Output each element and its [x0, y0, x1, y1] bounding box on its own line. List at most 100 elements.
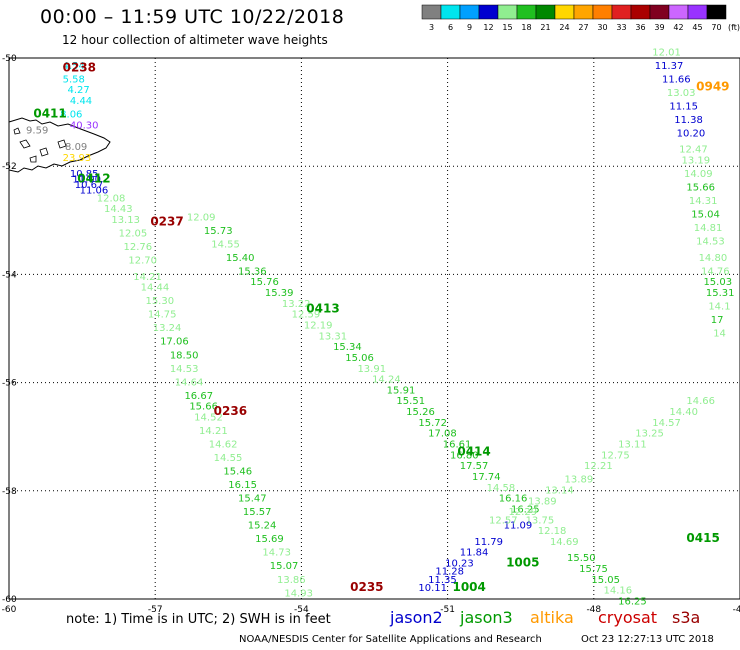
- swh-value: 11.38: [674, 115, 703, 126]
- legend-s3a: s3a: [672, 608, 701, 627]
- swh-value: 8.09: [65, 142, 87, 153]
- colorbar-swatch: [573, 4, 594, 20]
- swh-value: 13.89: [528, 496, 557, 507]
- swh-value: 13.24: [153, 323, 182, 334]
- plot-frame: [8, 57, 740, 600]
- swh-value: 12.76: [124, 242, 153, 253]
- colorbar-swatch: [706, 4, 727, 20]
- chart-title: 00:00 – 11:59 UTC 10/22/2018: [40, 6, 345, 28]
- swh-value: 12.70: [128, 256, 157, 267]
- colorbar-label: 21: [540, 23, 550, 32]
- swh-value: 14.21: [199, 426, 228, 437]
- swh-value: 16.16: [499, 494, 528, 505]
- colorbar-label: 39: [654, 23, 664, 32]
- swh-value: 15.75: [579, 564, 608, 575]
- swh-value: 15.03: [703, 277, 732, 288]
- pass-time: 0237: [150, 215, 183, 229]
- colorbar-label: 42: [673, 23, 683, 32]
- x-tick-label: -48: [586, 605, 601, 615]
- swh-value: 14.62: [209, 440, 238, 451]
- swh-value: 12.29: [509, 507, 538, 518]
- swh-value: 14.73: [262, 548, 291, 559]
- swh-value: 14.53: [696, 237, 725, 248]
- swh-value: 12.09: [187, 212, 216, 223]
- y-tick-label: -52: [2, 162, 17, 172]
- swh-value: 11.15: [669, 101, 698, 112]
- colorbar-swatch: [687, 4, 708, 20]
- swh-value: 14.81: [694, 223, 723, 234]
- swh-value: 14.57: [652, 418, 681, 429]
- swh-value: 14.09: [684, 169, 713, 180]
- swh-value: 14.55: [214, 453, 243, 464]
- swh-value: 4.54: [63, 61, 85, 72]
- colorbar-label: 36: [635, 23, 645, 32]
- y-tick-label: -58: [2, 487, 17, 497]
- swh-value: 15.24: [248, 521, 277, 532]
- swh-value: 14.66: [686, 396, 715, 407]
- colorbar-swatch: [554, 4, 575, 20]
- swh-value: 13.86: [277, 575, 306, 586]
- swh-value: 12.05: [119, 229, 148, 240]
- swh-value: 11.37: [655, 61, 684, 72]
- swh-value: 15.66: [686, 183, 715, 194]
- pass-time: 0414: [457, 445, 490, 459]
- swh-value: 15.72: [418, 418, 447, 429]
- swh-value: 11.00: [72, 174, 101, 185]
- x-tick-label: -54: [294, 605, 309, 615]
- swh-value: 15.91: [387, 385, 416, 396]
- swh-value: 13.91: [357, 364, 386, 375]
- swh-value: 4.27: [67, 85, 89, 96]
- swh-value: 14.40: [669, 407, 698, 418]
- swh-value: 12.59: [292, 310, 321, 321]
- colorbar-unit: (ft): [728, 23, 740, 32]
- swh-value: 10.23: [445, 559, 474, 570]
- x-tick-label: -60: [2, 605, 17, 615]
- colorbar-label: 12: [483, 23, 493, 32]
- chart-subtitle: 12 hour collection of altimeter wave hei…: [62, 33, 328, 47]
- pass-time-labels: 0238 0411 0412 0237 0413 0236 0414 0235 1004 1005…: [33, 61, 729, 594]
- swh-value: 13.25: [635, 429, 664, 440]
- footer-timestamp: Oct 23 12:27:13 UTC 2018: [581, 634, 714, 645]
- colorbar-swatch: [440, 4, 461, 20]
- swh-value: 14.16: [604, 586, 633, 597]
- x-tick-label: -51: [440, 605, 455, 615]
- swh-value: 11.84: [460, 548, 489, 559]
- swh-value: 10.85: [70, 169, 99, 180]
- colorbar-swatch: [497, 4, 518, 20]
- swh-value: 14.21: [133, 272, 162, 283]
- footer-credit: NOAA/NESDIS Center for Satellite Applica…: [239, 634, 542, 645]
- swh-value: 13.22: [282, 299, 311, 310]
- swh-value: 14.55: [211, 239, 240, 250]
- swh-value: 15.40: [226, 253, 255, 264]
- swh-value: 12.47: [679, 145, 708, 156]
- colorbar-label: 6: [448, 23, 453, 32]
- swh-value: 16.25: [618, 596, 647, 607]
- swh-value: 15.07: [270, 561, 299, 572]
- swh-value: 4.44: [70, 96, 92, 107]
- colorbar-label: 15: [502, 23, 512, 32]
- swh-value: 15.46: [223, 467, 252, 478]
- colorbar-swatch: [649, 4, 670, 20]
- colorbar-label: 33: [616, 23, 626, 32]
- colorbar-label: 24: [559, 23, 569, 32]
- pass-time: 0415: [686, 531, 719, 545]
- y-tick-label: -54: [2, 270, 17, 280]
- swh-value: 14.76: [701, 266, 730, 277]
- swh-value: 15.76: [250, 277, 279, 288]
- legend-cryosat: cryosat: [598, 608, 658, 627]
- swh-value: 14.80: [699, 253, 728, 264]
- swh-value: 16.15: [228, 480, 257, 491]
- swh-value: 11.79: [474, 537, 503, 548]
- swh-value: 10.67: [75, 180, 104, 191]
- swh-value: 11.35: [428, 575, 457, 586]
- swh-value: 10.11: [418, 583, 447, 594]
- swh-value: 14.1: [708, 302, 730, 313]
- swh-value: 9.59: [26, 126, 48, 137]
- pass-time: 0412: [77, 171, 110, 185]
- x-tick-label: -57: [148, 605, 163, 615]
- swh-value: 40.30: [70, 120, 99, 131]
- swh-value: 8.06: [60, 110, 82, 121]
- y-tick-label: -56: [2, 379, 17, 389]
- swh-value: 12.19: [304, 321, 333, 332]
